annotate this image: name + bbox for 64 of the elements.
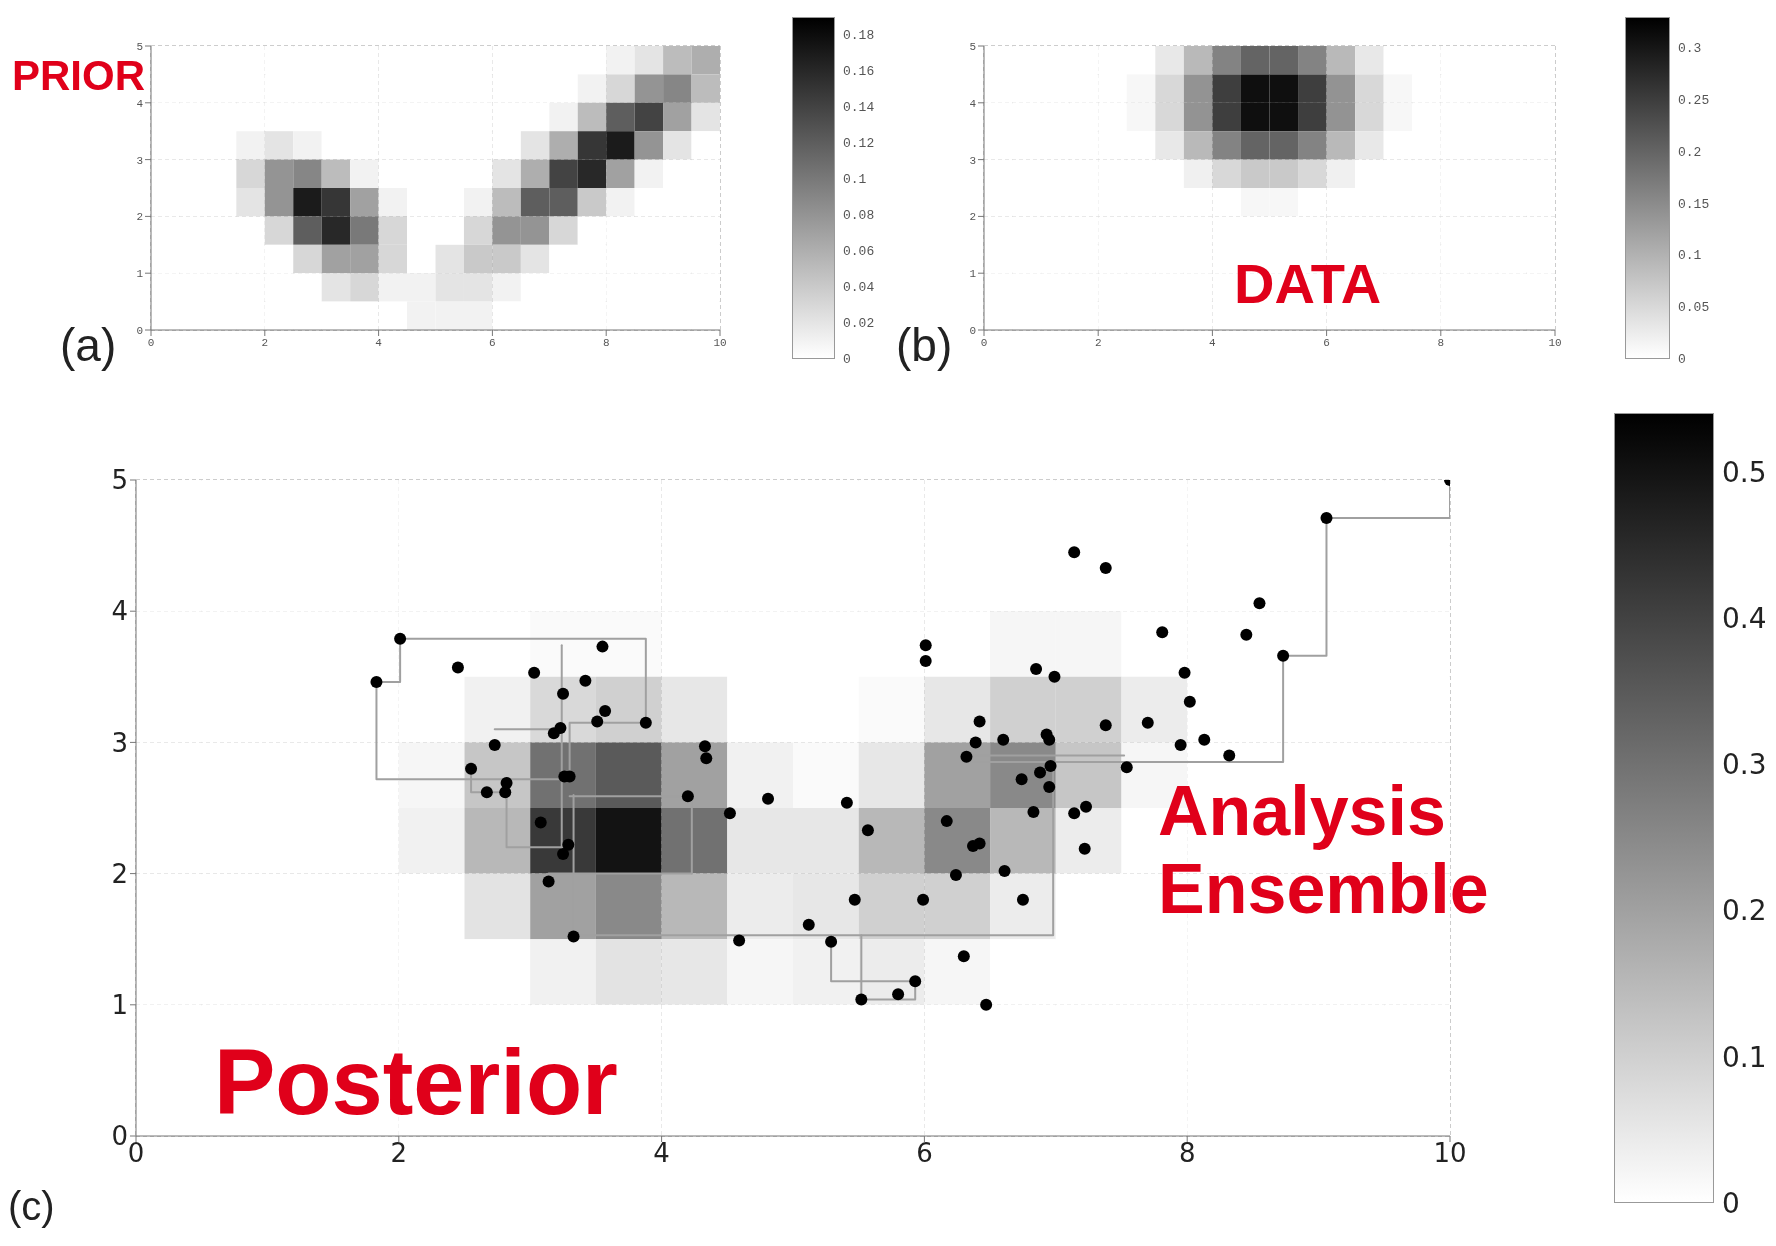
color-bar-label: 0.16 xyxy=(843,63,875,79)
y-tick-label: 4 xyxy=(111,596,128,627)
x-tick-label: 4 xyxy=(653,1138,670,1169)
color-bar-label: 0.1 xyxy=(843,171,867,187)
annotation: Analysis Ensemble xyxy=(1158,772,1490,929)
color-bar-label: 0 xyxy=(1722,1186,1740,1220)
color-bar-label: 0.1 xyxy=(1678,247,1702,263)
x-tick-label: 0 xyxy=(980,336,988,349)
color-bar-label: 0.05 xyxy=(1678,299,1710,315)
color-bar-label: 0.4 xyxy=(1722,601,1767,635)
y-tick-label: 5 xyxy=(136,40,143,53)
color-bar-label: 0 xyxy=(1678,351,1686,367)
y-tick-label: 2 xyxy=(111,858,128,889)
x-tick-label: 2 xyxy=(390,1138,408,1169)
y-tick-label: 5 xyxy=(969,40,976,53)
color-bar-label: 0.1 xyxy=(1722,1040,1767,1074)
color-bar-label: 0.08 xyxy=(843,207,875,223)
chart-title: PRIOR xyxy=(12,52,146,99)
color-bar-label: 0.5 xyxy=(1722,455,1767,489)
x-tick-label: 10 xyxy=(1433,1138,1467,1169)
x-tick-label: 8 xyxy=(602,336,610,349)
text: DATA xyxy=(1234,252,1382,315)
x-tick-label: 10 xyxy=(713,336,727,349)
color-bar-label: 0.02 xyxy=(843,315,875,331)
y-tick-label: 1 xyxy=(136,268,144,281)
y-tick-label: 4 xyxy=(969,97,977,110)
y-tick-label: 1 xyxy=(969,268,977,281)
x-tick-label: 6 xyxy=(1323,336,1330,349)
color-bar-label: 0.15 xyxy=(1678,196,1710,212)
x-tick-label: 4 xyxy=(1209,336,1217,349)
text: (a) xyxy=(60,319,117,372)
color-bar-label: 0.04 xyxy=(843,279,875,295)
x-tick-label: 2 xyxy=(1094,336,1102,349)
color-bar-label: 0.25 xyxy=(1678,92,1710,108)
color-bar-label: 0.2 xyxy=(1678,144,1702,160)
y-tick-label: 0 xyxy=(969,324,976,337)
x-tick-label: 2 xyxy=(261,336,269,349)
x-tick-label: 6 xyxy=(489,336,496,349)
color-bar-label: 0.06 xyxy=(843,243,875,259)
y-tick-label: 3 xyxy=(969,154,976,167)
y-tick-label: 1 xyxy=(111,990,128,1021)
x-tick-label: 6 xyxy=(916,1138,933,1169)
x-tick-label: 10 xyxy=(1548,336,1562,349)
y-tick-label: 3 xyxy=(111,727,128,758)
x-tick-label: 0 xyxy=(147,336,155,349)
y-tick-label: 2 xyxy=(136,211,143,224)
y-tick-label: 5 xyxy=(111,465,128,496)
color-bar-label: 0.14 xyxy=(843,99,875,115)
color-bar-label: 0 xyxy=(843,351,851,367)
y-tick-label: 2 xyxy=(969,211,976,224)
color-bar-label: 0.3 xyxy=(1678,40,1702,56)
text: (c) xyxy=(8,1184,55,1229)
color-bar-label: 0.2 xyxy=(1722,893,1767,927)
y-tick-label: 0 xyxy=(136,324,143,337)
y-tick-label: 4 xyxy=(136,97,144,110)
text: Posterior xyxy=(214,1031,618,1133)
color-bar-label: 0.12 xyxy=(843,135,875,151)
x-tick-label: 8 xyxy=(1178,1138,1196,1169)
color-bar-label: 0.3 xyxy=(1722,747,1767,781)
text: (b) xyxy=(896,319,953,372)
x-tick-label: 4 xyxy=(375,336,383,349)
x-tick-label: 8 xyxy=(1437,336,1445,349)
color-bar-label: 0.18 xyxy=(843,27,875,43)
y-tick-label: 3 xyxy=(136,154,143,167)
